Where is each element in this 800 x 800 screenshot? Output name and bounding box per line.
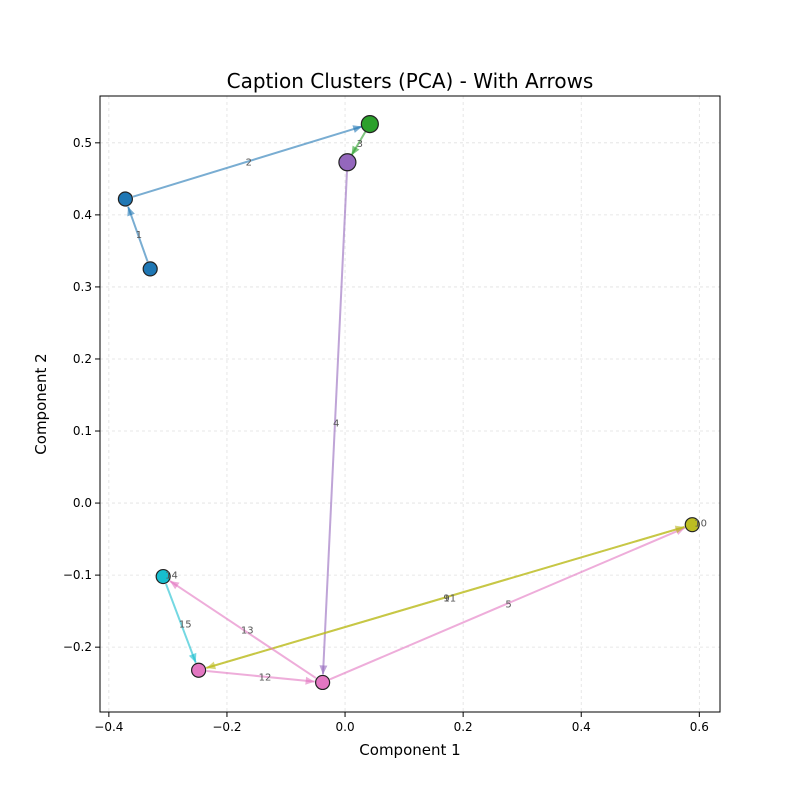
arrow-step-label: 1	[136, 230, 142, 241]
y-tick-label: 0.3	[73, 280, 92, 294]
arrow-step-label: 5	[505, 600, 511, 611]
axis-ticks: −0.4 −0.2 0.0 0.2 0.4 0.6 −0.2 −0.1 0.0 0.1 0.2 0.3…	[63, 136, 709, 734]
arrow-line	[321, 170, 349, 675]
cluster-point	[142, 261, 158, 277]
arrow-step-label: 11	[443, 593, 456, 604]
cluster-point	[155, 568, 171, 585]
x-tick-label: 0.4	[572, 720, 591, 734]
y-tick-label: −0.2	[63, 640, 92, 654]
arrow-line	[165, 583, 197, 664]
y-axis-label: Component 2	[32, 353, 50, 454]
arrow-head	[305, 676, 315, 685]
arrow-head	[319, 665, 328, 675]
y-tick-label: 0.0	[73, 496, 92, 510]
arrow-step-label: 10	[694, 519, 707, 530]
arrow-step-label: 9	[443, 593, 449, 604]
x-tick-label: −0.2	[212, 720, 241, 734]
arrow-line	[169, 580, 317, 679]
arrow-head	[188, 652, 197, 663]
arrow-line	[206, 525, 685, 669]
arrow-step-label: 4	[333, 418, 339, 429]
plot-area-frame	[99, 95, 721, 713]
arrow-step-label: 13	[241, 626, 254, 637]
x-axis-label: Component 1	[359, 741, 460, 759]
arrow-step-label: 3	[357, 139, 363, 150]
arrow-step-label: 15	[179, 619, 192, 630]
arrow-line	[132, 125, 363, 198]
arrow-step-label: 12	[259, 672, 272, 683]
arrow-line	[329, 526, 686, 681]
chart-title: Caption Clusters (PCA) - With Arrows	[227, 69, 594, 93]
arrow-head	[169, 580, 180, 590]
grid	[100, 96, 720, 712]
arrow-head	[127, 206, 135, 217]
cluster-point	[117, 191, 133, 207]
y-tick-label: 0.2	[73, 352, 92, 366]
arrow-line	[127, 206, 149, 262]
points	[117, 114, 700, 691]
cluster-point	[360, 114, 379, 134]
arrow-head	[674, 525, 685, 534]
cluster-point	[191, 662, 207, 678]
cluster-point	[338, 153, 357, 172]
arrows	[127, 125, 686, 685]
arrow-head	[352, 125, 363, 133]
arrow-head	[351, 145, 360, 156]
y-tick-label: −0.1	[63, 568, 92, 582]
x-tick-label: 0.0	[336, 720, 355, 734]
y-tick-label: 0.1	[73, 424, 92, 438]
arrow-step-label: 14	[165, 571, 178, 582]
x-tick-label: 0.6	[690, 720, 709, 734]
x-tick-label: −0.4	[94, 720, 123, 734]
cluster-point	[315, 674, 331, 691]
cluster-point	[684, 517, 700, 533]
y-tick-label: 0.4	[73, 208, 92, 222]
arrow-step-label: 2	[246, 158, 252, 169]
arrow-line	[206, 670, 315, 683]
x-tick-label: 0.2	[454, 720, 473, 734]
y-tick-label: 0.5	[73, 136, 92, 150]
